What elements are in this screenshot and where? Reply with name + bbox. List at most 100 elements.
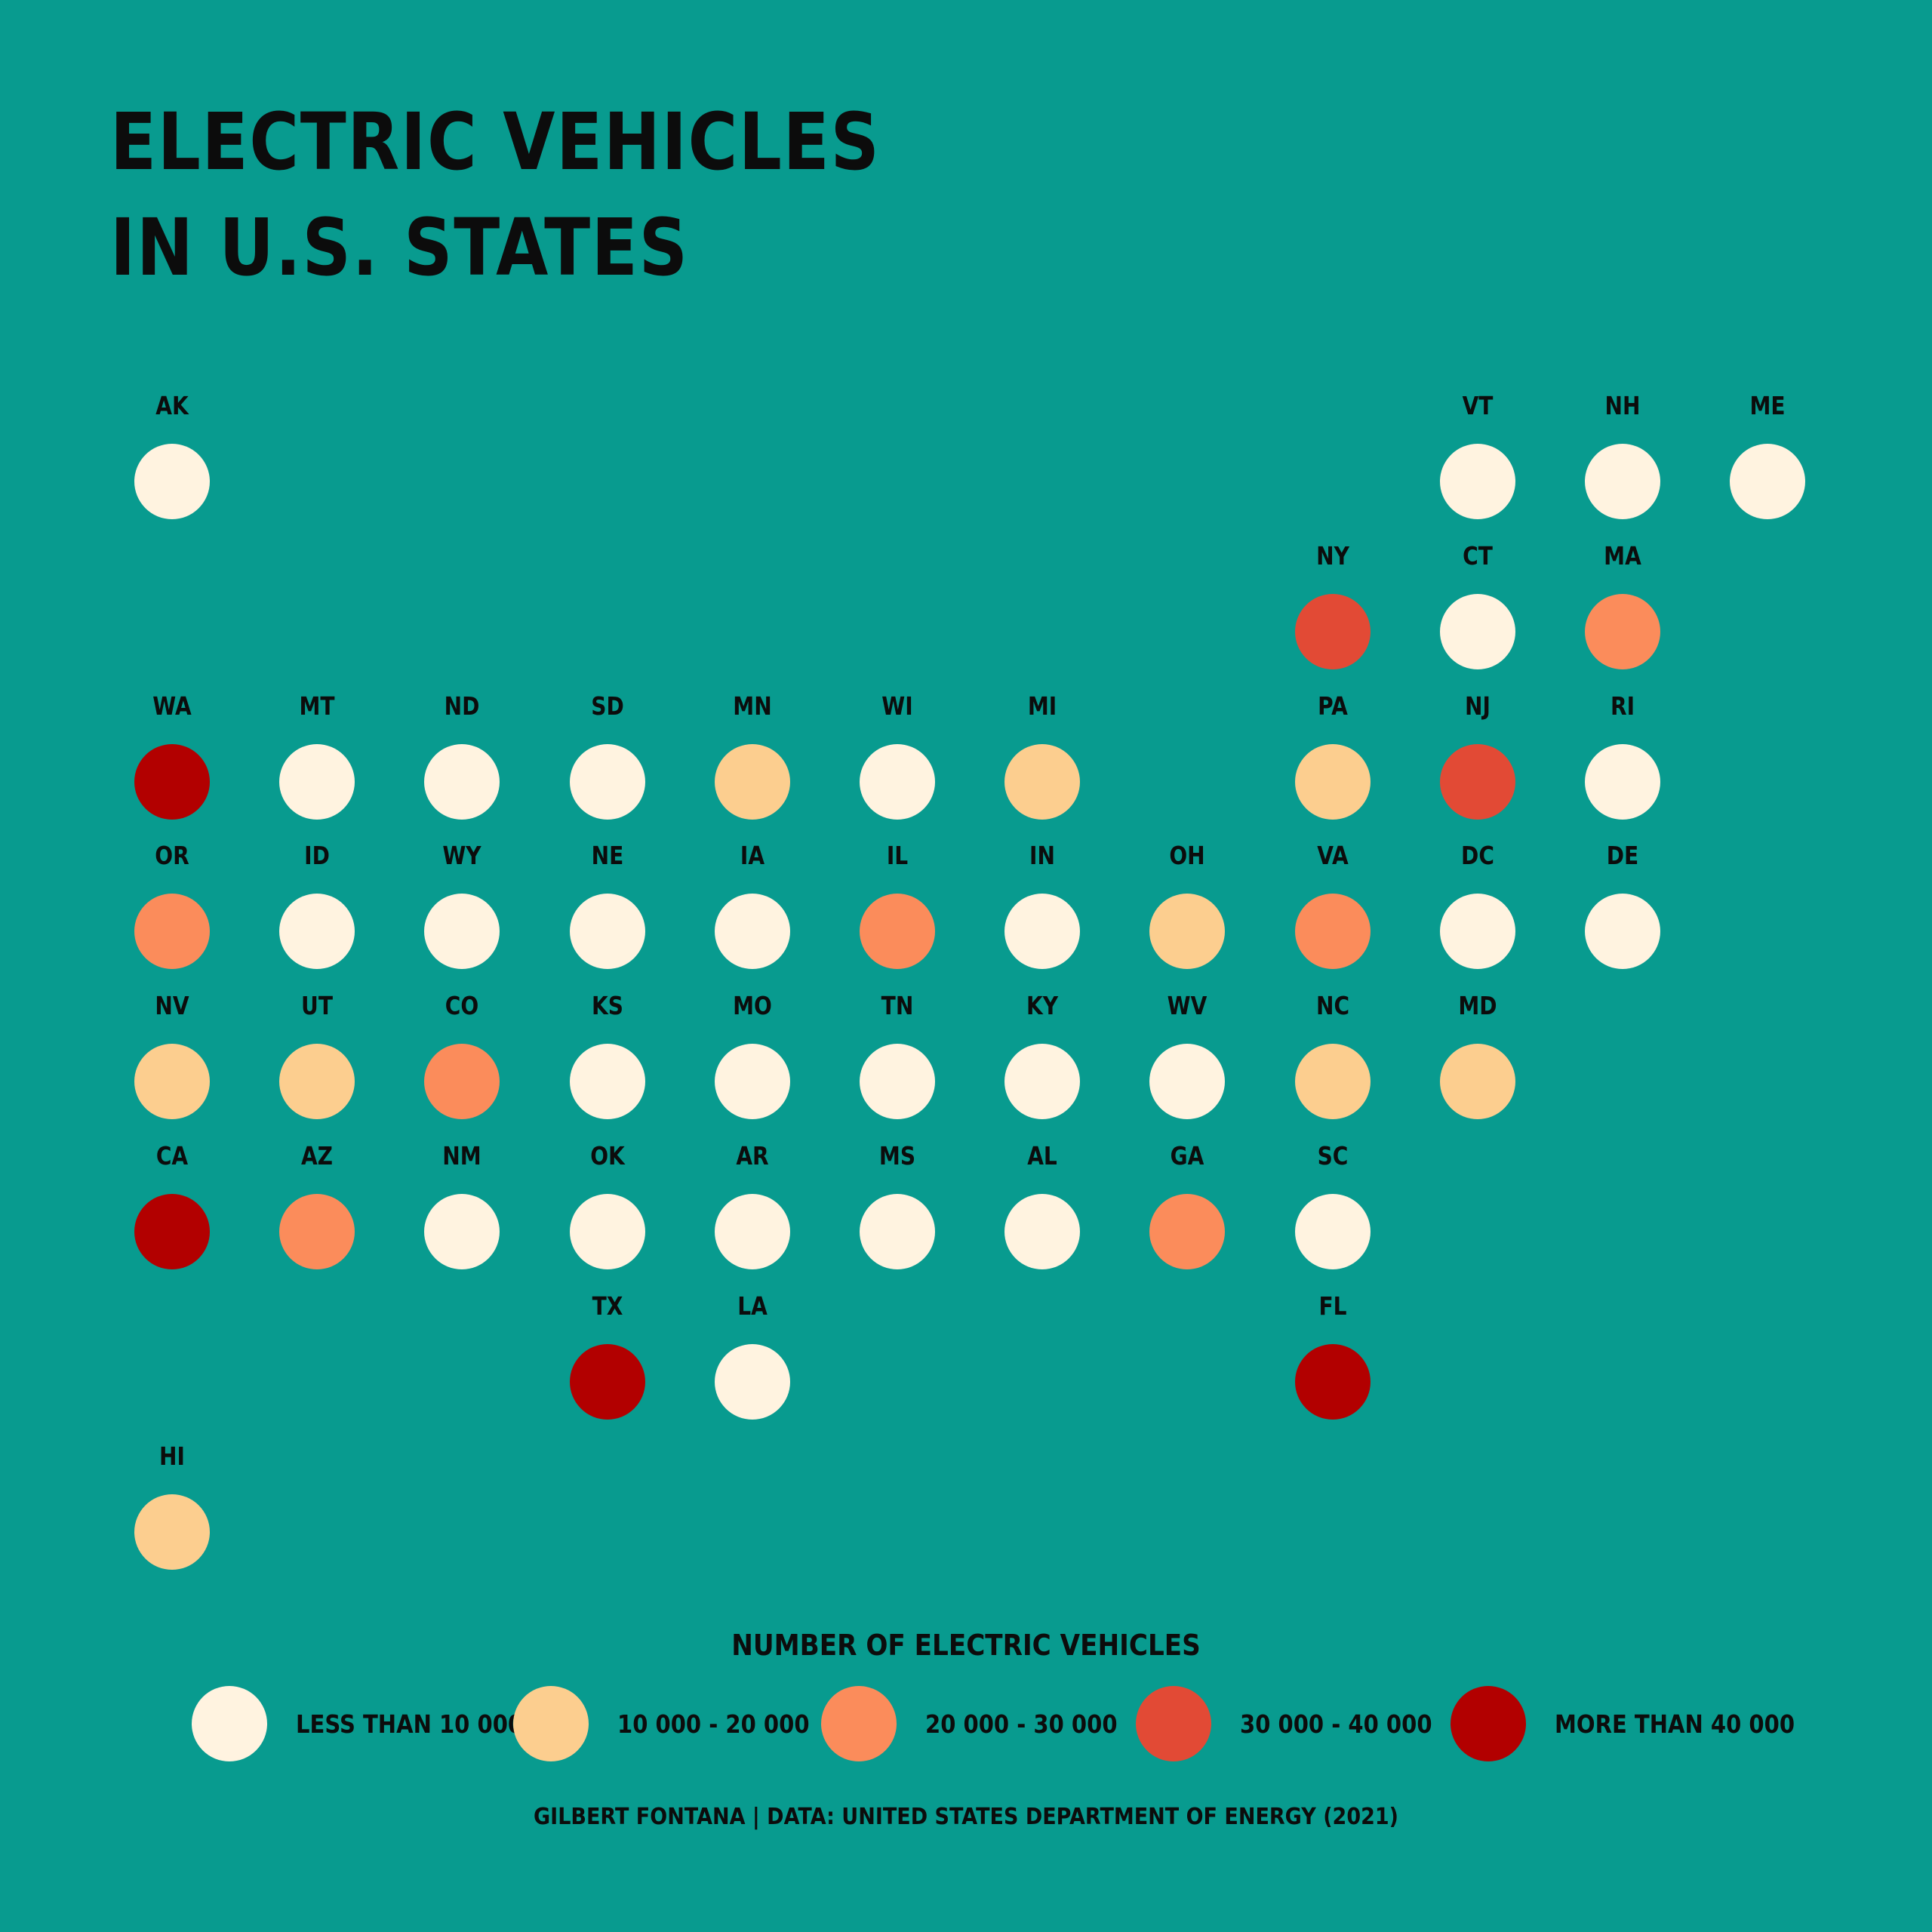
legend-label: MORE THAN 40 000 [1555, 1709, 1795, 1739]
state-label: VA [1316, 841, 1349, 871]
state-marker [1585, 743, 1660, 820]
state-ri: RI [1562, 691, 1683, 820]
state-label: NV [155, 991, 189, 1021]
state-hi: HI [112, 1441, 232, 1570]
legend-title: NUMBER OF ELECTRIC VEHICLES [731, 1629, 1201, 1662]
state-ne: NE [547, 841, 668, 970]
state-tn: TN [837, 991, 958, 1120]
state-marker [424, 743, 500, 820]
state-marker [134, 894, 210, 970]
state-co: CO [401, 991, 522, 1120]
state-me: ME [1707, 391, 1828, 519]
state-marker [1294, 1343, 1371, 1420]
state-nj: NJ [1417, 691, 1538, 820]
state-marker [1004, 743, 1081, 820]
state-label: CO [445, 991, 479, 1021]
state-mo: MO [692, 991, 813, 1120]
state-marker [424, 1044, 500, 1120]
state-label: WA [152, 691, 192, 721]
state-tx: TX [547, 1291, 668, 1420]
state-label: KY [1026, 991, 1059, 1021]
state-label: HI [159, 1441, 185, 1471]
state-marker [134, 444, 210, 519]
state-marker [134, 1494, 210, 1570]
state-label: PA [1317, 691, 1348, 721]
state-label: SC [1317, 1141, 1348, 1171]
state-marker [569, 1343, 645, 1420]
state-marker [860, 1194, 935, 1269]
state-label: NE [591, 841, 623, 871]
state-label: DE [1606, 841, 1639, 871]
state-label: AK [155, 391, 189, 420]
legend-swatch [1451, 1686, 1526, 1761]
chart-title: ELECTRIC VEHICLES IN U.S. STATES [110, 89, 881, 300]
source-credit: GILBERT FONTANA | DATA: UNITED STATES DE… [533, 1804, 1399, 1830]
state-marker [714, 894, 790, 970]
legend: LESS THAN 10 000 10 000 - 20 000 20 000 - … [0, 1686, 1932, 1761]
state-al: AL [982, 1141, 1103, 1269]
state-label: KS [591, 991, 623, 1021]
state-label: IL [886, 841, 909, 871]
state-ks: KS [547, 991, 668, 1120]
state-ia: IA [692, 841, 813, 970]
state-marker [1439, 743, 1515, 820]
state-label: CA [155, 1141, 189, 1171]
state-label: MI [1028, 691, 1057, 721]
state-marker [1439, 444, 1515, 519]
state-label: ID [304, 841, 331, 871]
legend-item: 10 000 - 20 000 [513, 1686, 835, 1761]
state-wv: WV [1127, 991, 1247, 1120]
legend-label: 10 000 - 20 000 [617, 1709, 810, 1739]
state-marker [134, 743, 210, 820]
state-marker [1439, 1044, 1515, 1120]
state-de: DE [1562, 841, 1683, 970]
legend-swatch [821, 1686, 897, 1761]
legend-item: 20 000 - 30 000 [821, 1686, 1143, 1761]
state-label: UT [301, 991, 334, 1021]
state-label: SD [590, 691, 624, 721]
legend-swatch [1136, 1686, 1211, 1761]
state-label: MA [1604, 540, 1641, 571]
state-label: GA [1171, 1141, 1204, 1171]
state-label: OH [1169, 841, 1206, 871]
state-ms: MS [837, 1141, 958, 1269]
state-label: MN [733, 691, 772, 721]
state-marker [1294, 593, 1371, 669]
legend-swatch [192, 1686, 267, 1761]
state-label: ND [445, 691, 480, 721]
state-label: NJ [1464, 691, 1491, 721]
state-marker [860, 1044, 935, 1120]
state-label: RI [1610, 691, 1635, 721]
state-marker [569, 743, 645, 820]
state-label: OR [155, 841, 189, 871]
state-nm: NM [401, 1141, 522, 1269]
state-ny: NY [1272, 541, 1393, 669]
state-ct: CT [1417, 541, 1538, 669]
state-label: CT [1462, 540, 1493, 571]
state-marker [714, 1044, 790, 1120]
state-marker [1149, 1044, 1226, 1120]
legend-swatch [513, 1686, 589, 1761]
state-marker [1149, 894, 1226, 970]
state-ok: OK [547, 1141, 668, 1269]
state-marker [860, 894, 935, 970]
state-label: NH [1604, 391, 1641, 420]
state-nv: NV [112, 991, 232, 1120]
state-ga: GA [1127, 1141, 1247, 1269]
state-label: WY [442, 841, 482, 871]
state-marker [569, 894, 645, 970]
state-marker [1294, 743, 1371, 820]
state-marker [1294, 1194, 1371, 1269]
state-pa: PA [1272, 691, 1393, 820]
state-tile-grid: AK VT NH ME NY CT MA WA MT ND SD MN WI MI PA NJ RI OR ID WY… [112, 391, 1828, 1570]
state-marker [1585, 894, 1660, 970]
state-marker [860, 743, 935, 820]
legend-item: 30 000 - 40 000 [1136, 1686, 1458, 1761]
state-label: MD [1458, 991, 1497, 1021]
state-sd: SD [547, 691, 668, 820]
state-or: OR [112, 841, 232, 970]
state-label: LA [737, 1291, 768, 1321]
state-label: IA [740, 841, 764, 871]
state-id: ID [257, 841, 377, 970]
state-label: WI [881, 691, 913, 721]
